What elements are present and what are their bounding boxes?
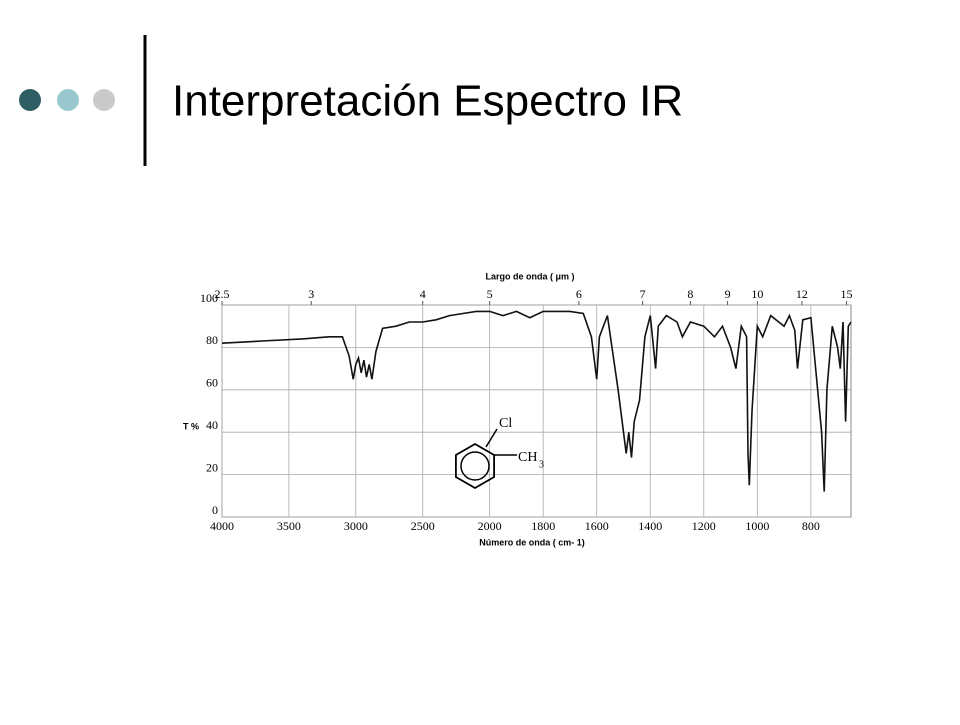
atom-label: CH — [518, 450, 537, 465]
spectrum-line — [221, 310, 852, 492]
x-tick-label: 3000 — [344, 519, 368, 533]
top-tick-label: 7 — [640, 287, 646, 301]
top-tick-label: 4 — [420, 287, 426, 301]
bond — [485, 428, 498, 448]
x-tick-label: 1600 — [585, 519, 609, 533]
ir-spectrum: 0 20 40 60 80 100 4000 3500 3000 2500 2000 1800 1600… — [183, 271, 853, 547]
top-tick-label: 15 — [841, 287, 853, 301]
top-tick-label: 6 — [576, 287, 582, 301]
y-tick-label: 80 — [206, 333, 218, 347]
atom-subscript: 3 — [539, 459, 544, 470]
y-tick-label: 0 — [212, 503, 218, 517]
y-tick-label: 100 — [200, 291, 218, 305]
top-tick-label: 5 — [487, 287, 493, 301]
benzene-circle — [460, 451, 490, 481]
x-tick-label: 1800 — [531, 519, 555, 533]
y-tick-label: 60 — [206, 376, 218, 390]
atom-label: Cl — [499, 416, 512, 431]
x-tick-label: 4000 — [210, 519, 234, 533]
top-tick-label: 2.5 — [215, 287, 230, 301]
y-tick-label: 20 — [206, 460, 218, 474]
x-tick-label: 1000 — [745, 519, 769, 533]
top-tick-label: 3 — [308, 287, 314, 301]
bullet-dot — [93, 89, 115, 111]
top-tick-label: 10 — [751, 287, 763, 301]
slide-title: Interpretación Espectro IR — [172, 77, 683, 126]
top-tick-label: 8 — [687, 287, 693, 301]
x-tick-label: 800 — [802, 519, 820, 533]
y-tick-label: 40 — [206, 418, 218, 432]
y-axis-label: T % — [183, 421, 199, 431]
x-tick-label: 1400 — [638, 519, 662, 533]
x-tick-label: 1200 — [692, 519, 716, 533]
bullet-dot — [57, 89, 79, 111]
top-axis-label: Largo de onda ( μm ) — [485, 271, 574, 281]
top-tick-label: 12 — [796, 287, 808, 301]
x-axis-label: Número de onda ( cm- 1) — [479, 537, 585, 547]
x-tick-label: 2500 — [411, 519, 435, 533]
top-tick-label: 9 — [725, 287, 731, 301]
x-tick-label: 3500 — [277, 519, 301, 533]
bullet-dot — [19, 89, 41, 111]
x-tick-label: 2000 — [478, 519, 502, 533]
